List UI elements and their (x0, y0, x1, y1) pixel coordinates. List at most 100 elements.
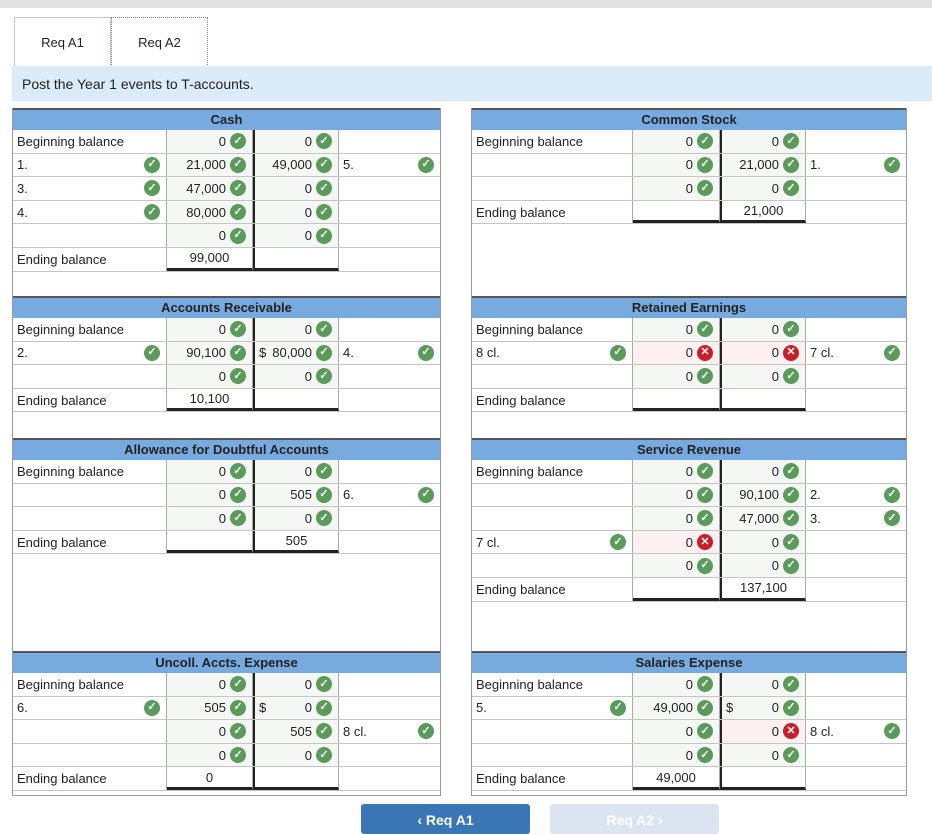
credit-cell[interactable]: 0 ✓ (253, 318, 339, 341)
right-label (806, 554, 906, 577)
credit-cell[interactable]: 0 ✓ (253, 130, 339, 153)
credit-cell[interactable]: 90,100 ✓ (720, 483, 806, 507)
credit-cell[interactable]: 0 ✓ (253, 200, 339, 224)
credit-cell[interactable]: 0 ✓ (253, 743, 339, 767)
credit-cell[interactable]: 0 ✓ (253, 224, 339, 247)
debit-cell[interactable]: 0 ✓ (633, 743, 720, 767)
debit-cell[interactable]: 0 ✓ (633, 318, 720, 341)
debit-cell[interactable]: 0 ✓ (167, 743, 253, 767)
credit-cell[interactable]: 0 ✓ (720, 743, 806, 767)
check-icon: ✓ (418, 344, 434, 361)
credit-cell[interactable]: 0 ✓ (720, 130, 806, 153)
error-x-icon: ✕ (697, 534, 713, 551)
credit-cell[interactable]: 0 ✓ (253, 673, 339, 696)
credit-cell[interactable]: 0 ✓ (720, 530, 806, 554)
prev-req-a1-button[interactable]: ‹ Req A1 (361, 804, 530, 834)
credit-value: 0 (771, 558, 779, 574)
next-req-a2-button[interactable]: Req A2 › (550, 804, 719, 834)
debit-cell[interactable]: 0 ✓ (633, 365, 720, 388)
t-account-row: 0 ✓ 0 ✓ (472, 365, 906, 389)
credit-cell[interactable]: 505 ✓ (253, 720, 339, 743)
debit-cell[interactable]: 0 ✓ (633, 673, 720, 696)
row-label-text: 8 cl. (476, 345, 500, 361)
row-label-text: 3. (17, 180, 28, 196)
credit-cell[interactable]: 0 ✕ (720, 720, 806, 743)
debit-cell[interactable]: 0 ✓ (167, 673, 253, 696)
debit-cell[interactable]: 0 ✓ (633, 720, 720, 743)
check-icon: ✓ (697, 321, 713, 338)
debit-cell (633, 577, 720, 601)
debit-cell[interactable]: 90,100 ✓ (167, 341, 253, 365)
debit-cell[interactable]: 0 ✓ (633, 153, 720, 177)
debit-cell[interactable]: 0 ✕ (633, 341, 720, 365)
credit-cell[interactable]: 0 ✓ (720, 365, 806, 388)
credit-cell (253, 388, 339, 412)
credit-cell[interactable]: 47,000 ✓ (720, 507, 806, 530)
credit-cell[interactable]: 21,000 ✓ (720, 153, 806, 177)
ending-balance-row: Ending balance 49,000 (472, 767, 906, 791)
debit-cell[interactable]: 80,000 ✓ (167, 200, 253, 224)
credit-value: 505 (290, 723, 312, 739)
check-icon: ✓ (783, 699, 799, 716)
check-icon: ✓ (697, 133, 713, 150)
tab-req-a1[interactable]: Req A1 (14, 17, 111, 67)
credit-cell[interactable]: 0 ✓ (720, 177, 806, 200)
debit-cell[interactable]: 0 ✓ (633, 130, 720, 153)
debit-cell[interactable]: 0 ✓ (633, 507, 720, 530)
debit-cell[interactable]: 0 ✓ (167, 507, 253, 530)
t-account-row: 0 ✓ 0 ✓ (472, 177, 906, 201)
check-icon: ✓ (783, 486, 799, 503)
debit-cell[interactable]: 0 ✓ (633, 554, 720, 577)
credit-cell[interactable]: 0 ✓ (253, 507, 339, 530)
row-label-text: Beginning balance (17, 321, 124, 337)
credit-cell[interactable]: 0 ✓ (720, 460, 806, 483)
check-icon: ✓ (697, 368, 713, 385)
debit-cell[interactable]: 0 ✓ (633, 483, 720, 507)
ending-balance-row: Ending balance 137,100 (472, 577, 906, 602)
debit-cell[interactable]: 47,000 ✓ (167, 177, 253, 200)
debit-cell[interactable]: 21,000 ✓ (167, 153, 253, 177)
debit-cell[interactable]: 0 ✓ (167, 483, 253, 507)
credit-cell[interactable]: 0 ✓ (253, 460, 339, 483)
debit-cell[interactable]: 505 ✓ (167, 696, 253, 720)
right-label (339, 697, 440, 720)
right-label-text: 6. (343, 487, 354, 503)
debit-cell[interactable]: 0 ✓ (167, 365, 253, 388)
debit-value: 0 (685, 368, 693, 384)
credit-cell[interactable]: 0 ✓ (253, 365, 339, 388)
credit-cell[interactable]: $0 ✓ (253, 696, 339, 720)
credit-cell[interactable]: $0 ✓ (720, 696, 806, 720)
check-icon: ✓ (230, 133, 246, 150)
check-icon: ✓ (316, 368, 332, 385)
check-icon: ✓ (230, 699, 246, 716)
credit-cell[interactable]: 0 ✓ (720, 318, 806, 341)
debit-cell[interactable]: 0 ✓ (633, 460, 720, 483)
debit-cell[interactable]: 49,000 ✓ (633, 696, 720, 720)
debit-cell[interactable]: 0 ✓ (167, 720, 253, 743)
check-icon: ✓ (884, 510, 900, 527)
debit-cell[interactable]: 0 ✕ (633, 530, 720, 554)
row-label: 5. ✓ (472, 696, 633, 720)
row-label: 7 cl. ✓ (472, 530, 633, 554)
right-label (806, 389, 906, 412)
credit-cell[interactable]: 0 ✓ (720, 554, 806, 577)
debit-cell[interactable]: 0 ✓ (633, 177, 720, 200)
debit-value: 21,000 (186, 157, 226, 173)
credit-cell[interactable]: 0 ✓ (253, 177, 339, 200)
debit-cell[interactable]: 0 ✓ (167, 130, 253, 153)
debit-cell[interactable]: 0 ✓ (167, 318, 253, 341)
credit-cell[interactable]: $80,000 ✓ (253, 341, 339, 365)
debit-cell[interactable]: 0 ✓ (167, 460, 253, 483)
credit-value: 0 (304, 463, 312, 479)
credit-cell[interactable]: 0 ✕ (720, 341, 806, 365)
credit-cell[interactable]: 0 ✓ (720, 673, 806, 696)
row-label-text: Beginning balance (476, 463, 583, 479)
credit-cell[interactable]: 49,000 ✓ (253, 153, 339, 177)
row-label-text: Ending balance (17, 392, 107, 408)
currency-prefix: $ (726, 700, 734, 716)
debit-value: 0 (205, 769, 214, 785)
credit-cell[interactable]: 505 ✓ (253, 483, 339, 507)
t-account-row: 0 ✓ 0 ✕ 8 cl. ✓ (472, 720, 906, 744)
tab-req-a2[interactable]: Req A2 (111, 17, 208, 67)
debit-cell[interactable]: 0 ✓ (167, 224, 253, 247)
